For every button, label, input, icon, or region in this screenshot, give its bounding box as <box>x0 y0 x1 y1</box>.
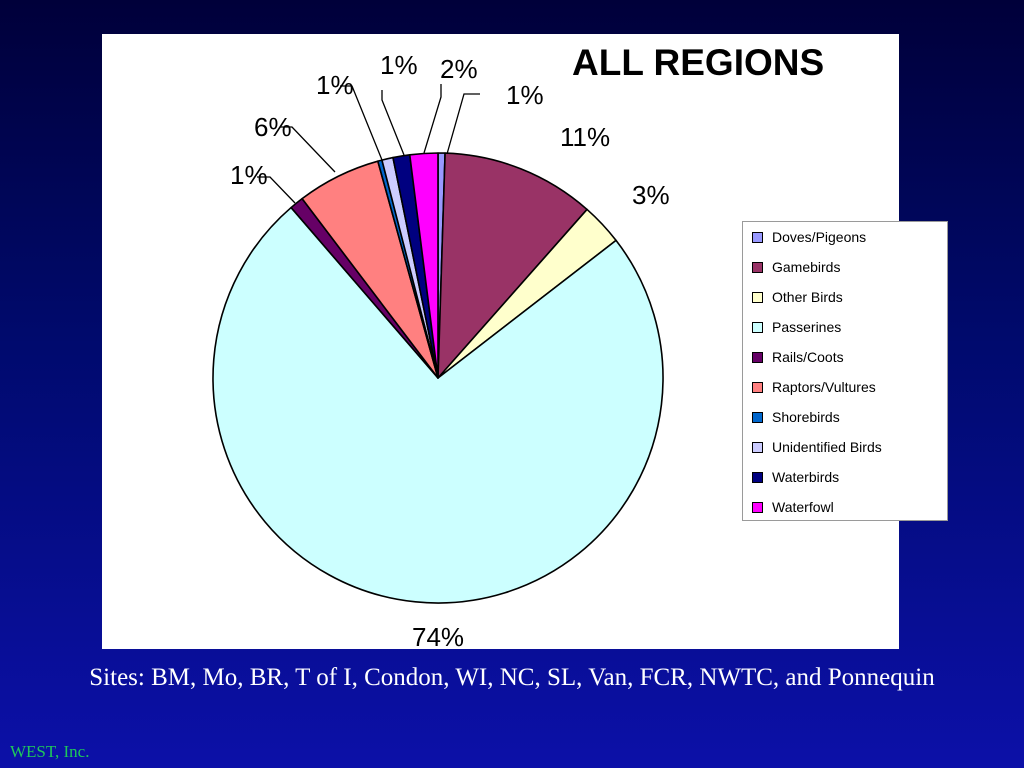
footer-brand: WEST, Inc. <box>10 742 90 761</box>
legend-item-doves-pigeons: Doves/Pigeons <box>752 227 866 247</box>
legend-item-raptors-vultures: Raptors/Vultures <box>752 377 876 397</box>
legend-swatch-gamebirds <box>752 261 763 273</box>
legend-item-gamebirds: Gamebirds <box>752 257 840 277</box>
chart-legend: Doves/Pigeons Gamebirds Other Birds Passeri… <box>742 221 948 521</box>
legend-item-waterfowl: Waterfowl <box>752 497 834 517</box>
legend-swatch-unidentified-birds <box>752 441 763 453</box>
leader-line-rails-coots <box>257 176 296 204</box>
legend-swatch-passerines <box>752 321 763 333</box>
legend-label-waterfowl: Waterfowl <box>772 499 834 515</box>
pie-slice-gamebirds <box>437 152 588 379</box>
legend-swatch-waterbirds <box>752 471 763 483</box>
leader-line-waterfowl <box>423 84 442 154</box>
legend-label-passerines: Passerines <box>772 319 842 335</box>
legend-label-doves-pigeons: Doves/Pigeons <box>772 229 867 245</box>
legend-swatch-shorebirds <box>752 411 763 423</box>
legend-swatch-waterfowl <box>752 501 763 513</box>
legend-item-rails-coots: Rails/Coots <box>752 347 844 367</box>
legend-swatch-rails-coots <box>752 351 763 363</box>
slice-label-raptors-vultures: 6% <box>254 112 292 142</box>
slice-label-passerines: 74% <box>412 622 464 649</box>
slice-labels: 1% 11% 3% 74% 1% 6% 1% 1% 2% <box>230 50 670 649</box>
legend-label-unidentified-birds: Unidentified Birds <box>772 439 882 455</box>
legend-label-raptors-vultures: Raptors/Vultures <box>772 379 876 395</box>
legend-swatch-raptors-vultures <box>752 381 763 393</box>
pie-slice-waterfowl <box>408 152 439 379</box>
legend-label-rails-coots: Rails/Coots <box>772 349 844 365</box>
chart-title: ALL REGIONS <box>572 42 825 83</box>
slice-label-waterfowl: 2% <box>440 54 478 84</box>
slice-label-waterbirds: 1% <box>380 50 418 80</box>
leader-line-raptors-vultures <box>280 126 336 173</box>
pie-slice-passerines <box>212 206 664 604</box>
slice-label-doves-pigeons: 1% <box>506 80 544 110</box>
legend-swatch-other-birds <box>752 291 763 303</box>
slice-label-gamebirds: 11% <box>560 122 610 152</box>
leader-line-unidentified-birds <box>340 85 383 161</box>
slice-label-unidentified-birds: 1% <box>316 70 354 100</box>
legend-label-other-birds: Other Birds <box>772 289 843 305</box>
leader-line-doves-pigeons <box>446 93 480 155</box>
legend-swatch-doves-pigeons <box>752 231 763 243</box>
legend-label-shorebirds: Shorebirds <box>772 409 840 425</box>
leader-lines <box>257 84 480 204</box>
slice-label-other-birds: 3% <box>632 180 670 210</box>
legend-item-unidentified-birds: Unidentified Birds <box>752 437 882 457</box>
slice-label-rails-coots: 1% <box>230 160 268 190</box>
chart-panel: 1% 11% 3% 74% 1% 6% 1% 1% 2% ALL REGIONS Doves/P… <box>102 34 948 649</box>
pie-chart: 1% 11% 3% 74% 1% 6% 1% 1% 2% <box>212 50 670 649</box>
legend-item-shorebirds: Shorebirds <box>752 407 840 427</box>
legend-item-waterbirds: Waterbirds <box>752 467 839 487</box>
legend-label-gamebirds: Gamebirds <box>772 259 841 275</box>
legend-item-passerines: Passerines <box>752 317 841 337</box>
leader-line-waterbirds <box>381 90 405 156</box>
sites-caption: Sites: BM, Mo, BR, T of I, Condon, WI, N… <box>89 664 935 691</box>
legend-label-waterbirds: Waterbirds <box>772 469 840 485</box>
pie-slices <box>212 152 664 604</box>
legend-item-other-birds: Other Birds <box>752 287 843 307</box>
